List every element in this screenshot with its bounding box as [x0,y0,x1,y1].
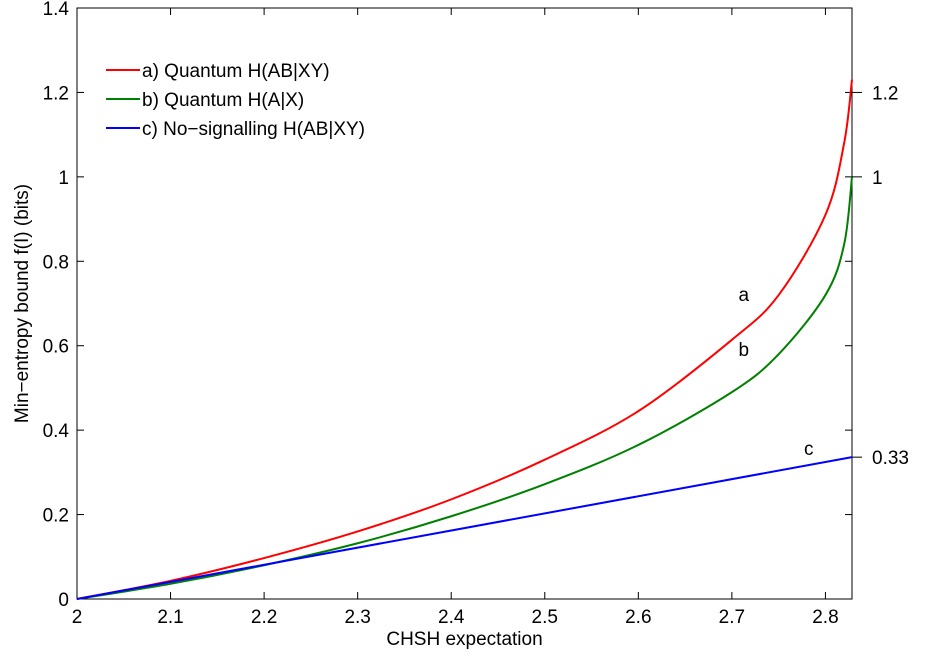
x-tick-label: 2.1 [157,607,183,628]
x-tick-label: 2.4 [438,607,465,628]
y-tick-label: 1.2 [43,83,69,104]
y-tick-label: 0 [58,590,69,611]
series-line-c [76,456,853,600]
y-tick-label: 0.4 [43,421,70,442]
x-tick-label: 2 [72,607,83,628]
series-line-a [76,79,853,600]
y-axis-title: Min−entropy bound f(I) (bits) [12,184,33,423]
x-tick-label: 2.3 [344,607,370,628]
y-axis-ticks: 0 0.2 0.4 0.6 0.8 1 1.2 1.4 [43,0,852,611]
legend: a) Quantum H(AB|XY) b) Quantum H(A|X) c) N… [106,61,365,140]
series-label-b: b [739,340,750,361]
x-tick-label: 2.2 [251,607,277,628]
y-tick-label: 1 [58,168,69,189]
series-label-c: c [804,439,814,460]
right-axis-ticks: 1.2 1 0.33 [852,83,909,469]
y-tick-label: 1.4 [43,0,70,20]
series-layer [76,79,853,600]
y-tick-label: 0.2 [43,506,69,527]
series-label-a: a [739,285,750,306]
right-tick-label: 1 [872,168,883,189]
right-tick-label: 0.33 [872,448,909,469]
y-tick-label: 0.8 [43,252,69,273]
series-annotations: a b c [739,285,814,460]
legend-entry: b) Quantum H(A|X) [142,90,304,111]
y-tick-label: 0.6 [43,337,69,358]
right-tick-label: 1.2 [872,83,898,104]
legend-entry: c) No−signalling H(AB|XY) [142,119,365,140]
legend-entry: a) Quantum H(AB|XY) [142,61,330,82]
x-tick-label: 2.6 [625,607,651,628]
x-tick-label: 2.5 [532,607,558,628]
x-tick-label: 2.7 [719,607,745,628]
x-axis-title: CHSH expectation [386,629,542,650]
x-axis-ticks: 2 2.1 2.2 2.3 2.4 2.5 2.6 2.7 2.8 [72,8,839,628]
plot-area [76,7,853,600]
x-tick-label: 2.8 [812,607,838,628]
